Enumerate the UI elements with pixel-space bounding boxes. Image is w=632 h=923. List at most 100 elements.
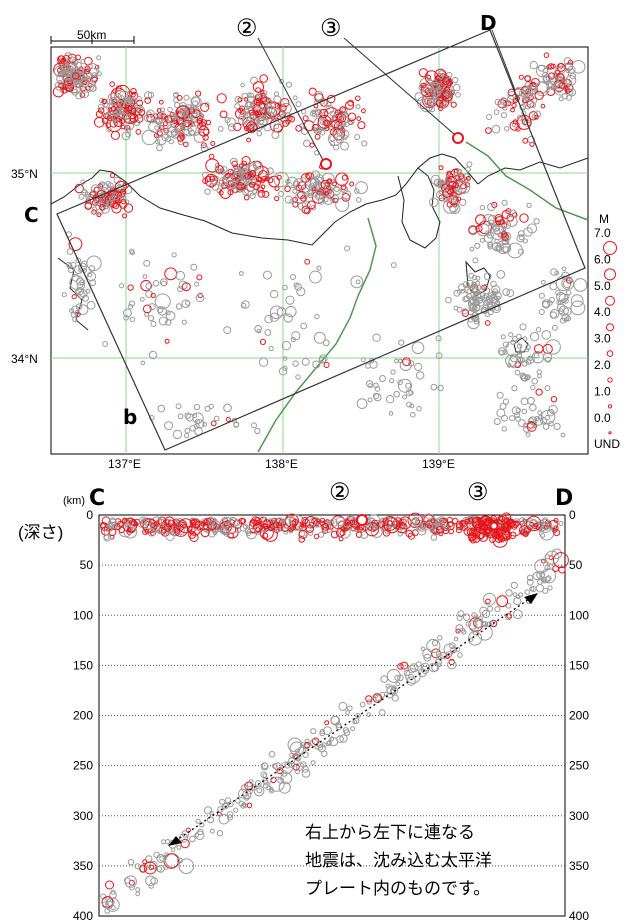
epicenter-dot: [437, 384, 444, 392]
epicenter-dot: [234, 103, 241, 110]
hypocenter-dot: [366, 712, 372, 718]
epicenter-dot: [75, 54, 81, 61]
epicenter-dot: [356, 116, 362, 121]
epicenter-dot: [127, 303, 134, 310]
epicenter-dot: [499, 402, 507, 410]
epicenter-dot: [124, 102, 130, 109]
epicenter-dot: [314, 313, 320, 320]
hypocenter-dot: [163, 863, 169, 870]
epicenter-dot: [265, 101, 281, 117]
epicenter-dot: [344, 245, 351, 252]
hypocenter-dot: [189, 835, 196, 843]
hypocenter-dot: [447, 660, 457, 670]
epicenter-dot: [402, 394, 408, 400]
hypocenter-dot: [541, 578, 547, 584]
epicenter-dot: [475, 224, 483, 233]
hypocenter-dot: [512, 592, 518, 598]
hypocenter-dot: [505, 589, 513, 597]
epicenter-dot: [448, 180, 457, 189]
depth-tick-left: 150: [73, 658, 93, 672]
hypocenter-dot: [547, 585, 553, 591]
section-corner-b-label: b: [123, 405, 137, 429]
depth-tick-right: 0: [569, 508, 576, 522]
epicenter-dot: [307, 192, 314, 199]
epicenter-dot: [491, 201, 498, 209]
epicenter-dot: [511, 102, 517, 109]
epicenter-dot: [317, 114, 332, 129]
lon-label-139: 139°E: [422, 457, 455, 471]
epicenter-dot: [550, 268, 558, 276]
epicenter-dot: [266, 167, 274, 175]
hypocenter-dot: [456, 615, 463, 621]
epicenter-dot: [237, 115, 248, 126]
hypocenter-dot: [400, 661, 409, 670]
epicenter-dot: [292, 178, 306, 191]
legend-symbol: [608, 431, 612, 435]
epicenter-dot: [326, 179, 332, 185]
epicenter-dot: [189, 104, 195, 109]
depth-tick-right: 300: [569, 809, 589, 823]
epicenter-dot: [557, 65, 566, 74]
epicenter-dot: [339, 106, 346, 113]
epicenter-dot: [469, 246, 475, 252]
hypocenter-dot: [483, 592, 496, 606]
annotation-line-2: 地震は、沈み込む太平洋: [305, 851, 492, 870]
epicenter-dot: [208, 403, 214, 410]
hypocenter-dot: [415, 661, 422, 668]
epicenter-dot: [490, 280, 497, 288]
epicenter-dot: [259, 338, 267, 345]
epicenter-dot: [357, 121, 366, 130]
epicenter-dot: [528, 94, 534, 101]
epicenter-dot: [244, 172, 252, 180]
epicenter-dot: [435, 352, 443, 360]
epicenter-dot: [556, 83, 562, 90]
epicenter-dot: [84, 68, 90, 75]
hypocenter-dot: [174, 528, 181, 534]
epicenter-dot: [138, 109, 145, 116]
epicenter-dot: [213, 415, 220, 422]
hypocenter-dot: [209, 810, 214, 816]
hypocenter-dot: [122, 517, 138, 533]
epicenter-dot: [125, 121, 135, 131]
epicenter-dot: [472, 257, 479, 264]
hypocenter-dot: [436, 653, 443, 660]
epicenter-dot: [340, 184, 347, 191]
epicenter-dot: [75, 257, 82, 264]
epicenter-dot: [85, 194, 91, 200]
epicenter-dot: [438, 165, 444, 171]
epicenter-dot: [230, 157, 238, 166]
epicenter-dot: [399, 359, 412, 371]
epicenter-dot: [249, 192, 256, 200]
epicenter-dot: [355, 181, 368, 195]
epicenter-dot: [240, 82, 245, 88]
epicenter-dot: [300, 177, 307, 184]
epicenter-dots: [52, 52, 588, 440]
hypocenter-dot: [479, 606, 488, 615]
epicenter-dot: [486, 114, 492, 120]
epicenter-dot: [280, 98, 290, 108]
hypocenter-dot: [467, 531, 477, 541]
epicenter-dot: [192, 100, 199, 107]
hypocenter-dot: [205, 527, 211, 533]
epicenter-dot: [242, 188, 249, 196]
epicenter-dot: [558, 308, 564, 315]
epicenter-dot: [529, 141, 535, 147]
epicenter-dot: [555, 69, 561, 76]
epicenter-dot: [498, 349, 505, 356]
epicenter-dot: [537, 373, 542, 379]
epicenter-dot: [150, 292, 156, 298]
hypocenter-dot: [411, 519, 418, 526]
epicenter-dot: [264, 315, 273, 324]
epicenter-dot: [244, 101, 253, 110]
hypocenter-dot: [156, 853, 166, 863]
hypocenter-dot: [435, 523, 445, 532]
hypocenter-dot: [283, 530, 289, 535]
epicenter-dot: [99, 204, 106, 211]
hypocenter-dot: [261, 517, 269, 524]
hypocenter-dot: [298, 529, 308, 540]
epicenter-dot: [456, 306, 463, 313]
epicenter-dot: [434, 178, 442, 187]
epicenter-dot: [234, 95, 242, 104]
hypocenter-dot: [383, 517, 400, 534]
hypocenter-dot: [553, 529, 561, 537]
